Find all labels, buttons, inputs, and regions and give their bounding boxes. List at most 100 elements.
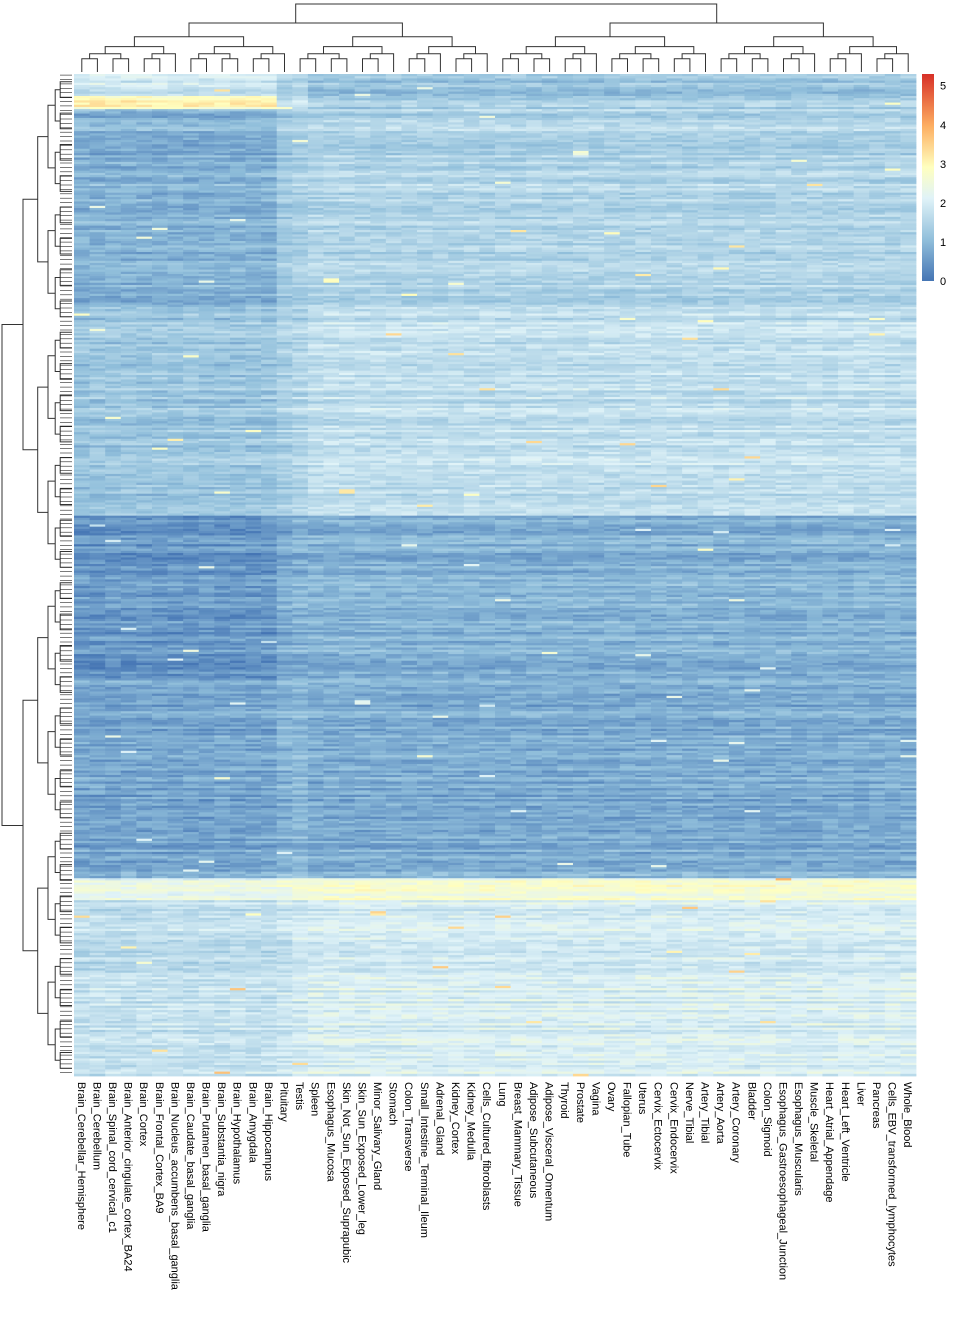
heatmap-cell — [307, 82, 324, 86]
heatmap-cell — [853, 91, 870, 95]
heatmap-cell — [339, 203, 356, 207]
heatmap-cell — [744, 142, 761, 145]
heatmap-cell — [276, 100, 293, 103]
heatmap-cell — [853, 146, 870, 150]
heatmap-cell — [697, 113, 714, 117]
row-dendrogram — [1, 74, 72, 1073]
heatmap-cell — [401, 166, 418, 169]
heatmap-cell — [728, 98, 745, 101]
heatmap-cell — [760, 89, 777, 92]
heatmap-cell — [136, 113, 153, 117]
heatmap-cell — [448, 159, 465, 163]
heatmap-cell — [853, 135, 870, 139]
heatmap-cell — [541, 216, 558, 220]
heatmap-cell — [479, 104, 496, 108]
heatmap-cell — [323, 212, 340, 216]
heatmap-cell — [557, 142, 574, 145]
heatmap-cell — [89, 201, 106, 205]
heatmap-cell — [791, 126, 808, 130]
heatmap-cell — [682, 78, 699, 81]
heatmap-cell — [604, 159, 621, 163]
heatmap-cell — [74, 199, 90, 202]
heatmap-cell — [604, 155, 621, 158]
heatmap-cell — [838, 170, 855, 174]
heatmap-cell — [869, 155, 886, 158]
heatmap-cell — [385, 142, 402, 145]
heatmap-cell — [448, 87, 465, 90]
heatmap-cell — [604, 188, 621, 191]
heatmap-cell — [417, 133, 434, 136]
heatmap-cell — [292, 80, 309, 84]
heatmap-cell — [198, 126, 215, 130]
heatmap-cell — [339, 144, 356, 147]
heatmap-cell — [775, 115, 792, 119]
dendrogram-branch — [112, 58, 130, 72]
heatmap-cell — [744, 183, 761, 187]
heatmap-cell — [510, 194, 527, 198]
heatmap-cell — [448, 192, 465, 196]
heatmap-cell — [760, 117, 777, 121]
heatmap-cell — [806, 166, 823, 169]
heatmap-cell — [245, 146, 262, 150]
heatmap-cell — [791, 89, 808, 92]
heatmap-cell — [884, 106, 901, 110]
heatmap-cell — [385, 179, 402, 183]
heatmap-cell — [604, 168, 621, 172]
heatmap-cell — [183, 100, 200, 103]
heatmap-cell — [728, 120, 745, 123]
heatmap-cell — [526, 128, 543, 132]
heatmap-cell — [323, 168, 340, 172]
heatmap-cell — [401, 113, 418, 117]
heatmap-cell — [229, 186, 246, 189]
heatmap-cell — [120, 148, 137, 152]
heatmap-cell — [884, 188, 901, 191]
heatmap-cell — [619, 87, 636, 90]
heatmap-cell — [775, 104, 792, 108]
heatmap-cell — [838, 172, 855, 176]
heatmap-cell — [385, 91, 402, 95]
heatmap-cell — [713, 100, 730, 103]
heatmap-cell — [354, 203, 371, 207]
heatmap-cell — [354, 100, 371, 103]
heatmap-cell — [526, 139, 543, 143]
heatmap-cell — [354, 126, 371, 130]
heatmap-cell — [604, 117, 621, 121]
heatmap-cell — [370, 181, 387, 185]
dendrogram-branch — [408, 58, 426, 72]
heatmap-cell — [120, 91, 137, 95]
heatmap-cell — [900, 113, 917, 117]
heatmap-cell — [74, 197, 90, 200]
heatmap-cell — [588, 177, 605, 180]
heatmap-cell — [292, 212, 309, 216]
heatmap-cell — [650, 144, 667, 147]
heatmap-cell — [307, 188, 324, 191]
heatmap-cell — [572, 76, 589, 79]
dendrogram-branch — [81, 58, 98, 72]
heatmap-cell — [635, 188, 652, 191]
heatmap-cell — [495, 133, 511, 136]
heatmap-cell — [495, 82, 511, 86]
heatmap-cell — [339, 104, 356, 108]
heatmap-cell — [183, 98, 200, 101]
heatmap-cell — [526, 175, 543, 178]
heatmap-cell — [775, 139, 792, 143]
heatmap-cell — [448, 82, 465, 86]
heatmap-cell — [557, 91, 574, 95]
heatmap-cell — [635, 113, 652, 117]
heatmap-cell — [151, 89, 168, 92]
heatmap-cell — [791, 128, 808, 132]
heatmap-cell — [572, 131, 589, 134]
heatmap-cell — [448, 91, 465, 95]
heatmap-cell — [791, 161, 808, 165]
heatmap-cell — [526, 84, 543, 88]
heatmap-cell — [619, 82, 636, 86]
heatmap-cell — [479, 131, 496, 134]
heatmap-cell — [588, 87, 605, 90]
heatmap-cell — [713, 177, 730, 180]
heatmap-cell — [89, 210, 106, 213]
heatmap-cell — [588, 82, 605, 86]
heatmap-cell — [744, 102, 761, 106]
heatmap-cell — [526, 137, 543, 141]
heatmap-cell — [495, 153, 511, 156]
heatmap-cell — [838, 166, 855, 169]
